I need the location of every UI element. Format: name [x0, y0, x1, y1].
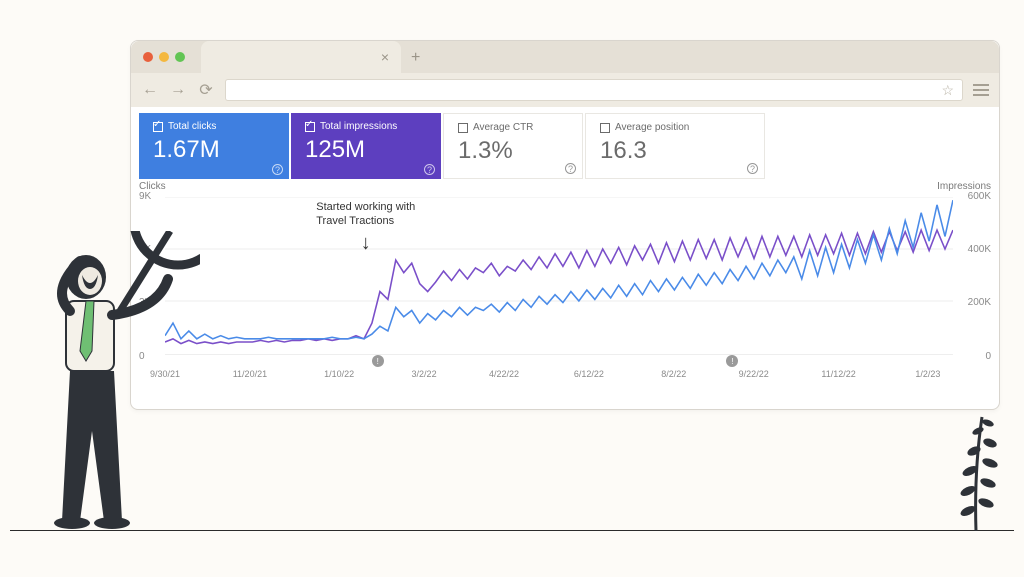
plant-illustration	[946, 411, 1006, 531]
card-label: Total clicks	[168, 121, 216, 132]
url-bar[interactable]: ☆	[225, 79, 963, 101]
back-icon[interactable]: ←	[141, 81, 159, 99]
bookmark-icon[interactable]: ☆	[941, 82, 954, 99]
toolbar: ← → ⟳ ☆	[131, 73, 999, 107]
metric-cards: Total clicks 1.67M ? Total impressions 1…	[131, 107, 999, 179]
checkbox-icon	[458, 123, 468, 133]
card-label: Average position	[615, 122, 689, 133]
close-tab-icon[interactable]: ×	[381, 49, 389, 65]
card-label: Total impressions	[320, 121, 397, 132]
arrow-down-icon: ↓	[316, 231, 415, 256]
hamburger-icon[interactable]	[973, 84, 989, 96]
performance-chart: Clicks Impressions 9/30/2111/20/211/10/2…	[141, 187, 989, 397]
checkbox-icon	[600, 123, 610, 133]
browser-tab[interactable]: ×	[201, 41, 401, 73]
x-axis: 9/30/2111/20/211/10/223/2/224/22/226/12/…	[165, 369, 953, 379]
forward-icon[interactable]: →	[169, 81, 187, 99]
card-value: 125M	[305, 136, 427, 164]
card-total-impressions[interactable]: Total impressions 125M ?	[291, 113, 441, 179]
timeline-marker-icon: !	[726, 355, 738, 367]
card-average-position[interactable]: Average position 16.3 ?	[585, 113, 765, 179]
help-icon[interactable]: ?	[747, 163, 758, 174]
man-with-magnifier-illustration	[20, 231, 200, 531]
chart-svg	[165, 197, 953, 355]
zoom-dot[interactable]	[175, 52, 185, 62]
help-icon[interactable]: ?	[272, 164, 283, 175]
window-controls	[143, 52, 185, 62]
card-average-ctr[interactable]: Average CTR 1.3% ?	[443, 113, 583, 179]
help-icon[interactable]: ?	[424, 164, 435, 175]
new-tab-icon[interactable]: +	[411, 49, 420, 67]
titlebar: × +	[131, 41, 999, 73]
checkbox-icon	[305, 122, 315, 132]
card-total-clicks[interactable]: Total clicks 1.67M ?	[139, 113, 289, 179]
minimize-dot[interactable]	[159, 52, 169, 62]
card-value: 1.3%	[458, 137, 568, 165]
card-value: 16.3	[600, 137, 750, 165]
help-icon[interactable]: ?	[565, 163, 576, 174]
card-value: 1.67M	[153, 136, 275, 164]
checkbox-icon	[153, 122, 163, 132]
chart-annotation: Started working with Travel Tractions ↓	[316, 201, 415, 256]
close-dot[interactable]	[143, 52, 153, 62]
browser-window: × + ← → ⟳ ☆ Total clicks 1.67M ? Total i…	[130, 40, 1000, 410]
timeline-marker-icon: !	[372, 355, 384, 367]
card-label: Average CTR	[473, 122, 533, 133]
reload-icon[interactable]: ⟳	[197, 81, 215, 99]
